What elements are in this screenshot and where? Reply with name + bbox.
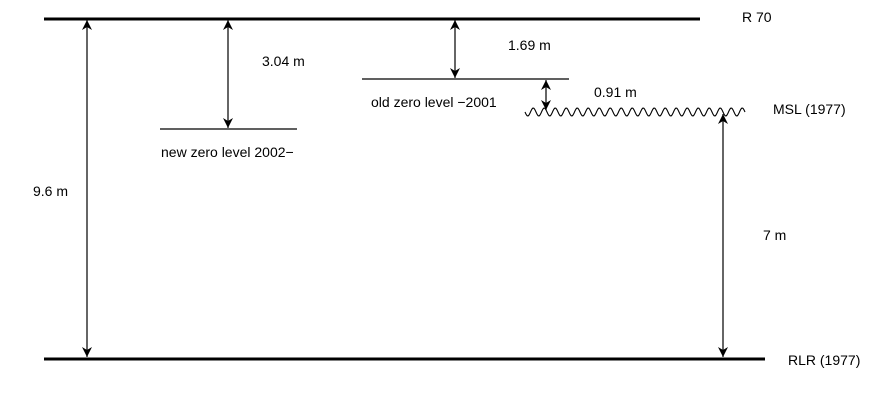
msl-label: MSL (1977) [773,101,846,117]
rlr-label: RLR (1977) [788,352,860,368]
new-zero-level-label: new zero level 2002− [161,144,294,160]
dimension-0-91-label: 0.91 m [594,84,637,100]
dimension-9-6-label: 9.6 m [33,183,68,199]
dimension-7-label: 7 m [763,227,786,243]
old-zero-level-label: old zero level −2001 [371,94,497,110]
msl-wave-line [524,107,746,117]
dimension-1-69-label: 1.69 m [508,37,551,53]
r70-label: R 70 [742,9,772,25]
dimension-3-04-label: 3.04 m [262,53,305,69]
